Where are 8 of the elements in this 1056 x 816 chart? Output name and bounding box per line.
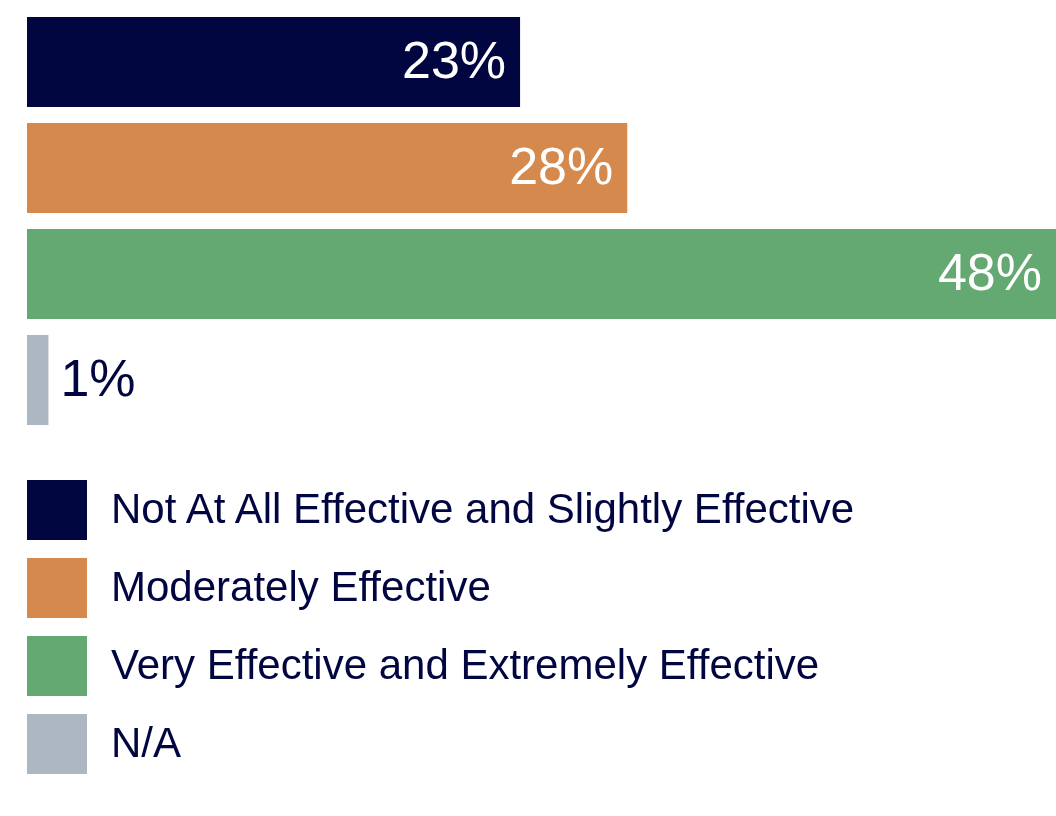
legend-label: Moderately Effective xyxy=(111,563,491,610)
legend-label: N/A xyxy=(111,719,182,766)
data-label: 23% xyxy=(401,31,507,90)
legend-label: Very Effective and Extremely Effective xyxy=(111,641,820,688)
data-label: 1% xyxy=(60,348,136,407)
legend-label: Not At All Effective and Slightly Effective xyxy=(111,485,855,532)
data-label: 28% xyxy=(509,137,614,196)
data-label: 48% xyxy=(937,242,1042,301)
